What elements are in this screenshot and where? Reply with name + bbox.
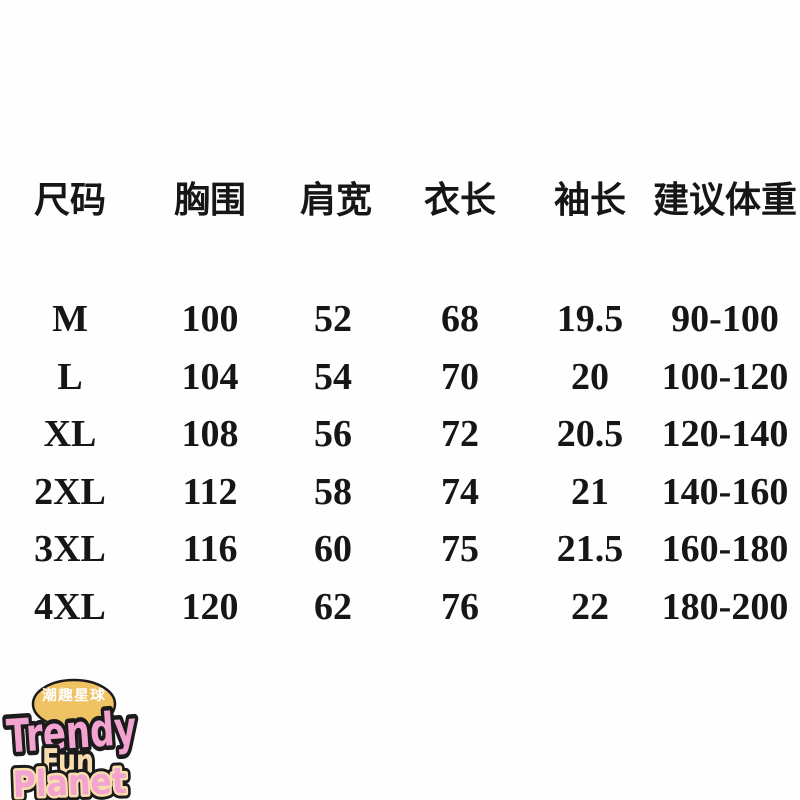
- cell-length: 76: [441, 585, 479, 628]
- cell-shoulder: 62: [314, 585, 352, 628]
- cell-weight: 180-200: [661, 585, 789, 628]
- table-row: 4XL 120 62 76 22 180-200: [20, 579, 800, 637]
- svg-text:Planet: Planet: [12, 761, 127, 800]
- table-row: 2XL 112 58 74 21 140-160: [20, 464, 800, 522]
- logo-badge-text: 潮趣星球: [42, 687, 106, 704]
- cell-sleeve: 20: [571, 355, 609, 398]
- cell-sleeve: 21: [571, 470, 609, 513]
- table-header-row: 尺码 胸围 肩宽 衣长 袖长 建议体重: [20, 178, 800, 222]
- cell-sleeve: 22: [571, 585, 609, 628]
- planet-ellipse-icon: [31, 678, 117, 730]
- svg-text:Fun: Fun: [42, 742, 94, 782]
- cell-sleeve: 21.5: [556, 528, 624, 570]
- cell-shoulder: 52: [314, 298, 352, 340]
- table-row: 3XL 116 60 75 21.5 160-180: [20, 521, 800, 579]
- logo-planet-badge: 潮趣星球: [31, 678, 117, 730]
- cell-weight: 120-140: [661, 413, 789, 455]
- table-row: XL 108 56 72 20.5 120-140: [20, 406, 800, 464]
- cell-length: 70: [441, 355, 479, 398]
- cell-weight: 140-160: [661, 470, 789, 513]
- table-row: M 100 52 68 19.5 90-100: [20, 291, 800, 349]
- cell-size: XL: [43, 413, 97, 455]
- table-row: L 104 54 70 20 100-120: [20, 349, 800, 407]
- table-body: M 100 52 68 19.5 90-100 L 104 54 70 20 1…: [20, 291, 800, 636]
- cell-weight: 160-180: [661, 528, 789, 570]
- svg-text:Trendy: Trendy: [5, 701, 138, 764]
- cell-chest: 116: [182, 528, 238, 570]
- cell-length: 72: [441, 413, 479, 455]
- cell-shoulder: 58: [314, 470, 352, 513]
- logo-word-trendy: Trendy Trendy: [0, 696, 142, 768]
- svg-text:Fun: Fun: [42, 742, 94, 782]
- cell-weight: 100-120: [661, 355, 789, 398]
- header-sleeve: 袖长: [554, 179, 627, 220]
- cell-shoulder: 56: [314, 413, 352, 455]
- logo-word-fun: Fun Fun: [38, 738, 98, 786]
- svg-text:Planet: Planet: [12, 761, 127, 800]
- cell-sleeve: 20.5: [556, 413, 624, 455]
- cell-length: 75: [441, 528, 479, 570]
- size-table: 尺码 胸围 肩宽 衣长 袖长 建议体重 M 100 52 68 19.5 90-…: [20, 178, 800, 636]
- cell-sleeve: 19.5: [556, 298, 624, 340]
- cell-chest: 108: [181, 413, 239, 455]
- cell-size: 4XL: [34, 585, 106, 628]
- header-shoulder: 肩宽: [300, 179, 373, 220]
- cell-chest: 112: [182, 470, 238, 513]
- trendy-fun-planet-logo: 潮趣星球 Trendy Trendy Fun Fun Planet Planet…: [0, 678, 143, 800]
- cell-chest: 104: [181, 355, 239, 398]
- cell-size: M: [52, 298, 88, 340]
- cell-chest: 120: [181, 585, 239, 628]
- header-size: 尺码: [33, 179, 106, 220]
- cell-size: 3XL: [34, 528, 106, 570]
- cell-length: 74: [441, 470, 479, 513]
- cell-chest: 100: [181, 298, 239, 340]
- header-chest: 胸围: [173, 179, 246, 220]
- logo-word-planet: Planet Planet Planet: [7, 756, 133, 800]
- cell-length: 68: [441, 298, 479, 340]
- cell-weight: 90-100: [671, 298, 779, 340]
- cell-shoulder: 54: [314, 355, 352, 398]
- cell-size: 2XL: [34, 470, 106, 513]
- header-length: 衣长: [423, 179, 496, 220]
- header-weight: 建议体重: [652, 179, 797, 220]
- cell-size: L: [57, 355, 83, 398]
- cell-shoulder: 60: [314, 528, 352, 570]
